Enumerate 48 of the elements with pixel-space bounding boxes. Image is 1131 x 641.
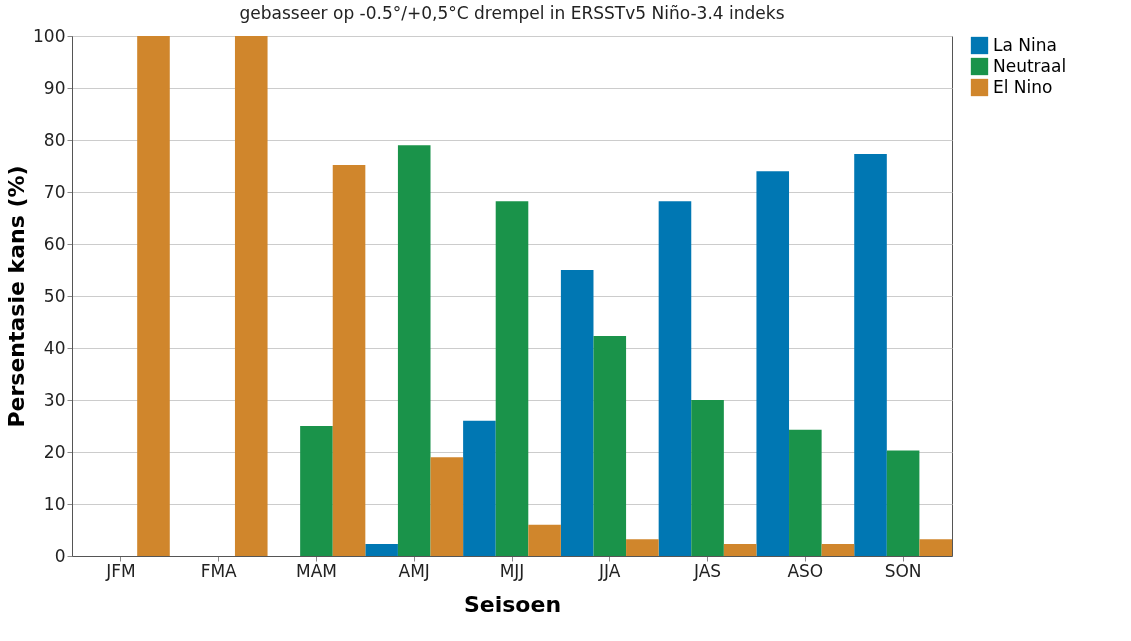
bar <box>756 171 790 556</box>
y-tick-label: 100 <box>33 25 66 46</box>
x-tick-label: ASO <box>787 560 824 581</box>
bar <box>365 544 398 556</box>
bar <box>528 524 561 556</box>
y-axis-title: Persentasie kans (%) <box>4 165 30 428</box>
legend-label: Neutraal <box>993 55 1067 76</box>
chart-title: gebasseer op -0.5°/+0,5°C drempel in ERSSTv5 Niño-3.4 indeks <box>239 3 785 23</box>
x-tick-label: JFM <box>105 560 136 581</box>
y-tick-label: 90 <box>43 77 66 98</box>
y-tick-label: 20 <box>43 441 66 462</box>
bar <box>495 201 529 556</box>
bar <box>593 336 627 556</box>
bar <box>691 400 724 556</box>
bar <box>886 450 920 556</box>
x-tick-label: FMA <box>200 560 238 581</box>
x-tick-label: SON <box>884 560 922 581</box>
y-tick-label: 10 <box>43 493 66 514</box>
bar <box>332 164 366 556</box>
bar <box>463 420 496 556</box>
y-tick-label: 40 <box>43 337 66 358</box>
bar <box>234 36 268 556</box>
y-tick-label: 60 <box>43 233 66 254</box>
legend-label: El Nino <box>993 76 1053 97</box>
y-tick-label: 70 <box>43 181 66 202</box>
bar <box>560 270 594 556</box>
legend-label: La Nina <box>993 34 1057 55</box>
x-tick-label: MAM <box>295 560 337 581</box>
bar <box>723 544 757 556</box>
y-tick-label: 0 <box>54 545 66 566</box>
bar <box>919 539 952 556</box>
x-tick-label: MJJ <box>499 560 525 581</box>
bar <box>658 201 692 556</box>
bar <box>137 36 170 556</box>
y-tick-label: 30 <box>43 389 66 410</box>
y-tick-label: 80 <box>43 129 66 150</box>
bar <box>789 429 822 556</box>
y-tick-label: 50 <box>43 285 66 306</box>
bar <box>626 539 659 556</box>
bar <box>397 145 431 556</box>
bar <box>430 457 464 556</box>
x-tick-label: AMJ <box>398 560 430 581</box>
bar <box>854 154 887 556</box>
x-tick-label: JJA <box>598 560 621 581</box>
x-tick-label: JAS <box>692 560 722 581</box>
x-axis-title: Seisoen <box>463 591 562 617</box>
bar <box>300 426 333 556</box>
bar <box>821 544 855 556</box>
